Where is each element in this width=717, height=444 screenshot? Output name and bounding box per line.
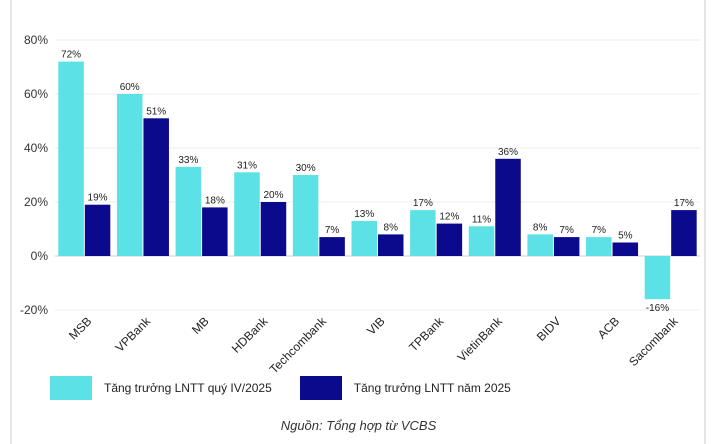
- data-label: 17%: [413, 198, 433, 209]
- data-label: -16%: [646, 303, 669, 314]
- x-tick-label: Sacombank: [626, 314, 681, 369]
- y-tick-label: 80%: [24, 33, 48, 47]
- x-tick-label: VIB: [364, 314, 388, 338]
- data-label: 30%: [296, 163, 316, 174]
- data-label: 7%: [559, 225, 574, 236]
- bar-sacombank-s1: [671, 210, 697, 256]
- bar-msb-s1: [84, 204, 111, 256]
- data-label: 60%: [120, 82, 140, 93]
- data-label: 51%: [146, 106, 166, 117]
- y-tick-label: 20%: [24, 195, 48, 209]
- bar-techcombank-s1: [319, 237, 345, 256]
- legend: Tăng trưởng LNTT quý IV/2025 Tăng trưởng…: [50, 376, 511, 400]
- y-tick-label: 40%: [24, 141, 48, 155]
- data-label: 19%: [88, 193, 108, 204]
- bar-tpbank-s0: [410, 210, 436, 256]
- x-tick-label: VPBank: [113, 314, 154, 355]
- bar-vib-s1: [378, 234, 404, 256]
- bar-mb-s0: [175, 166, 202, 256]
- data-label: 72%: [61, 50, 81, 61]
- bar-hdbank-s1: [260, 202, 287, 256]
- y-tick-label: 60%: [24, 87, 48, 101]
- right-edge-line: [704, 0, 706, 444]
- x-tick-label: ACB: [595, 314, 622, 341]
- bar-vpbank-s1: [143, 118, 169, 256]
- legend-label-year: Tăng trưởng LNTT năm 2025: [353, 381, 511, 395]
- bar-techcombank-s0: [292, 175, 319, 256]
- y-tick-label: 0%: [31, 249, 49, 263]
- y-tick-label: -20%: [20, 303, 48, 317]
- x-tick-label: VietinBank: [455, 314, 506, 365]
- legend-item-year: Tăng trưởng LNTT năm 2025: [299, 376, 511, 400]
- left-edge-line: [10, 0, 12, 444]
- data-label: 17%: [674, 198, 694, 209]
- bar-vpbank-s0: [116, 94, 143, 256]
- x-tick-label: Techcombank: [267, 314, 330, 377]
- bar-acb-s1: [612, 242, 639, 256]
- data-label: 7%: [325, 225, 340, 236]
- bar-bidv-s1: [553, 237, 580, 256]
- bar-mb-s1: [202, 207, 228, 256]
- data-label: 13%: [354, 209, 374, 220]
- bar-hdbank-s0: [234, 172, 260, 256]
- data-label: 5%: [618, 231, 633, 242]
- data-label: 33%: [178, 155, 198, 166]
- bar-msb-s0: [58, 61, 84, 256]
- data-label: 36%: [498, 147, 518, 158]
- y-axis: -20% 0% 20% 40% 60% 80%: [20, 33, 48, 317]
- data-label: 7%: [592, 225, 607, 236]
- x-tick-label: MB: [189, 314, 212, 337]
- legend-item-q4: Tăng trưởng LNTT quý IV/2025: [50, 376, 272, 400]
- data-label: 18%: [205, 195, 225, 206]
- data-label: 12%: [439, 212, 459, 223]
- data-label: 20%: [263, 190, 283, 201]
- x-tick-label: BIDV: [534, 314, 564, 344]
- legend-swatch-year: [299, 376, 342, 400]
- bar-acb-s0: [586, 237, 612, 256]
- x-tick-label: HDBank: [229, 314, 271, 356]
- source-note: Nguồn: Tổng hợp từ VCBS: [280, 418, 437, 433]
- data-labels: 72% 19% 60% 51% 33% 18% 31% 20% 30% 7% 13% 8% 17% 12%…: [61, 50, 694, 315]
- bars: [58, 61, 697, 300]
- data-label: 11%: [472, 214, 491, 225]
- bar-bidv-s0: [527, 234, 553, 256]
- data-label: 8%: [384, 222, 399, 233]
- legend-label-q4: Tăng trưởng LNTT quý IV/2025: [104, 381, 272, 395]
- legend-swatch-q4: [50, 376, 92, 400]
- bar-vietinbank-s1: [495, 158, 521, 256]
- bar-vietinbank-s0: [468, 226, 495, 256]
- data-label: 31%: [237, 160, 257, 171]
- bar-vib-s0: [351, 220, 377, 256]
- x-tick-label: MSB: [66, 314, 94, 342]
- data-label: 8%: [533, 222, 548, 233]
- x-tick-label: TPBank: [406, 314, 447, 355]
- bar-sacombank-s0: [644, 256, 671, 300]
- bar-tpbank-s1: [436, 223, 463, 256]
